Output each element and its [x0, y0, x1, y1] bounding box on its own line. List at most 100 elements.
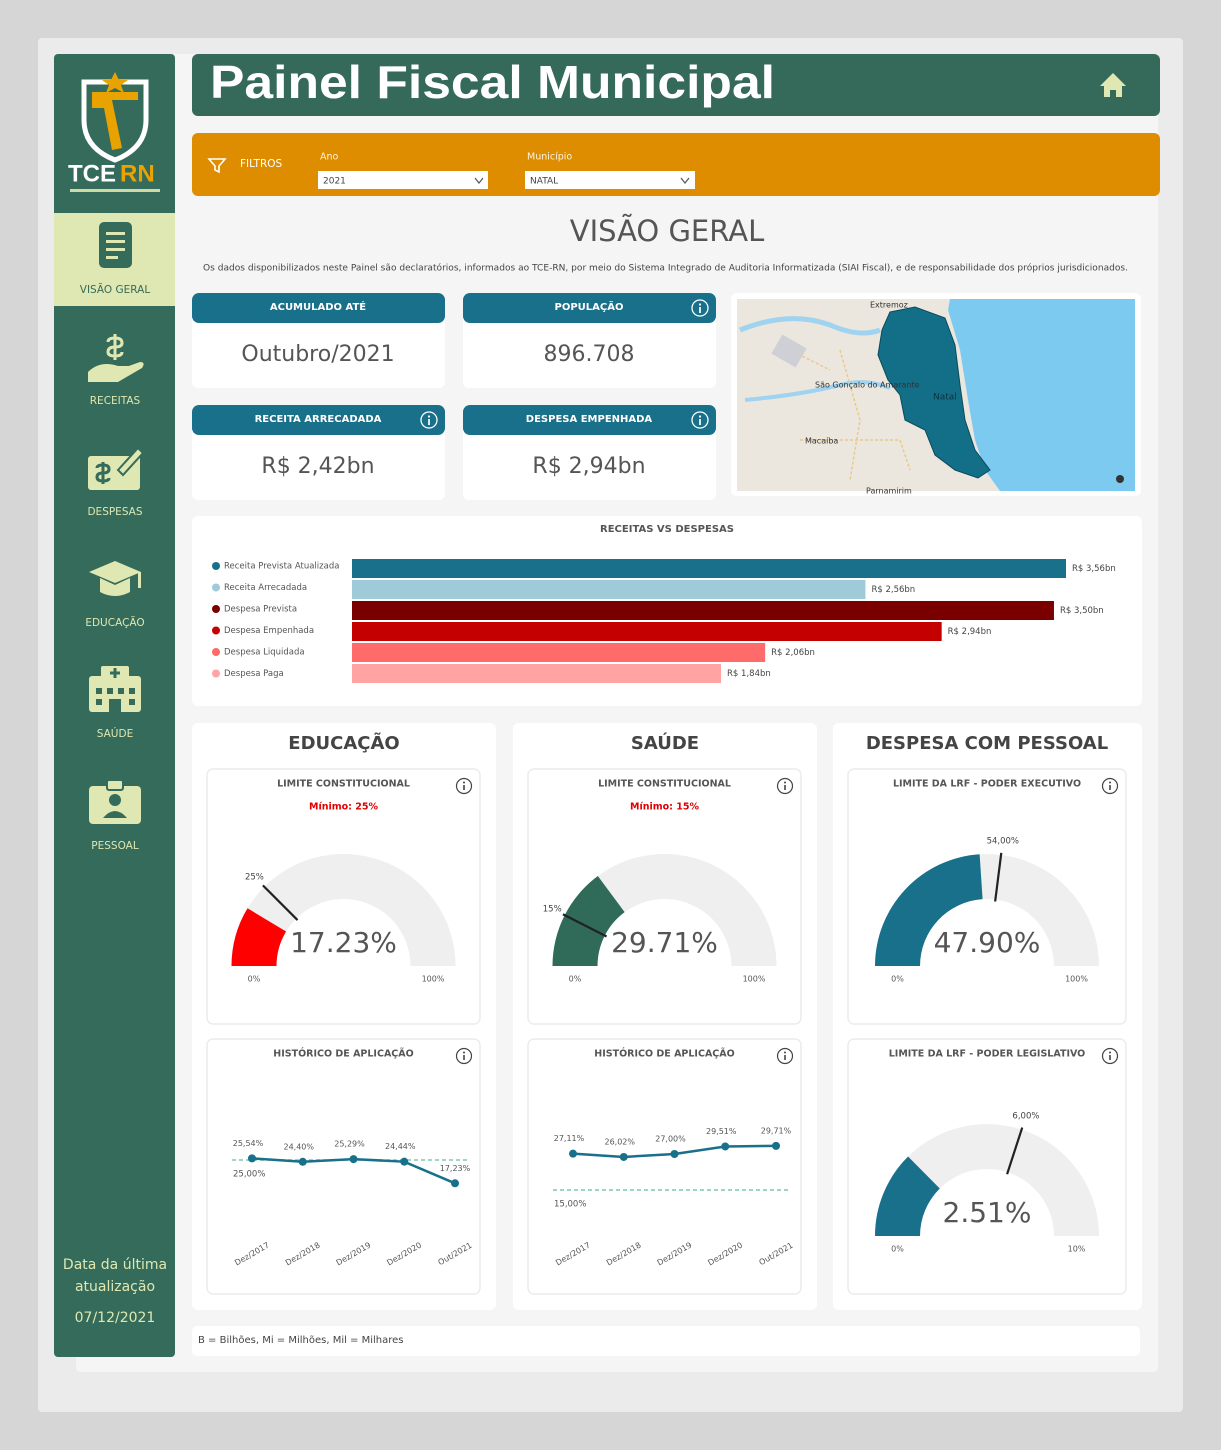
logo-underline [70, 189, 160, 192]
gauge-track [231, 853, 456, 966]
section-title: VISÃO GERAL [570, 214, 764, 248]
update-label: Data da última [63, 1257, 167, 1273]
kpi-label: RECEITA ARRECADADA [255, 414, 382, 425]
update-date: 07/12/2021 [75, 1310, 156, 1326]
section-title: DESPESA COM PESSOAL [866, 733, 1108, 754]
point [772, 1141, 780, 1150]
chart-card [206, 1038, 481, 1295]
dropdown[interactable] [318, 171, 488, 189]
point [721, 1142, 730, 1151]
info-ring [691, 411, 709, 429]
info-dot [784, 781, 786, 784]
gauge-target [1006, 1127, 1024, 1175]
dropdown-caret [680, 177, 690, 184]
bar [352, 664, 722, 683]
menu-icon [88, 334, 144, 382]
gauge-value [552, 875, 625, 966]
gauge-value-label: 29.71% [611, 926, 718, 959]
info-ring [776, 777, 794, 795]
gauge-value-label: 47.90% [934, 926, 1041, 959]
map[interactable] [737, 299, 1135, 491]
kpi-header [463, 405, 716, 435]
menu-label[interactable]: EDUCAÇÃO [85, 616, 144, 629]
chart-title: LIMITE DA LRF - PODER EXECUTIVO [893, 779, 1081, 790]
data-label: R$ 2,56bn [871, 585, 915, 595]
point [451, 1179, 459, 1188]
info-ring [776, 1047, 794, 1065]
legend-label: Despesa Liquidada [224, 648, 305, 658]
info-icon [691, 299, 709, 317]
data-label: 25,54% [233, 1139, 264, 1148]
menu-label[interactable]: RECEITAS [90, 395, 141, 407]
info-ring [1101, 777, 1119, 795]
legend-label: Despesa Paga [224, 669, 284, 679]
point [670, 1150, 679, 1158]
menu-icon [99, 222, 132, 268]
legend-label: Receita Prevista Atualizada [224, 562, 339, 572]
chart-title: LIMITE DA LRF - PODER LEGISLATIVO [889, 1049, 1086, 1060]
data-label: R$ 3,50bn [1060, 606, 1104, 616]
info-dot [427, 415, 431, 418]
kpi-header [192, 293, 445, 323]
info-ring [455, 777, 473, 795]
data-label: 27,00% [655, 1135, 686, 1144]
home-button[interactable] [1100, 73, 1126, 97]
filter-icon [207, 158, 227, 174]
data-label: 29,71% [761, 1126, 792, 1135]
dropdown[interactable] [525, 171, 695, 189]
info-icon [691, 411, 709, 429]
chart-title: HISTÓRICO DE APLICAÇÃO [273, 1048, 413, 1060]
menu-label[interactable]: PESSOAL [91, 840, 139, 852]
dropdown-value[interactable]: 2021 [323, 177, 346, 187]
kpi-value: Outubro/2021 [241, 342, 394, 367]
data-label: R$ 2,94bn [948, 627, 992, 637]
gauge-tick-label: 0% [569, 975, 582, 984]
kpi-value: 896.708 [544, 342, 635, 367]
info-dot [463, 1051, 465, 1054]
gauge-value-label: 2.51% [943, 1196, 1032, 1229]
legend-label: Despesa Prevista [224, 605, 297, 615]
target-label: 6,00% [1012, 1112, 1039, 1122]
menu-icon [89, 779, 141, 824]
page-title: Painel Fiscal Municipal [210, 56, 775, 108]
info-dot [698, 415, 702, 418]
kpi-label: ACUMULADO ATÉ [270, 300, 366, 313]
dropdown-value[interactable]: NATAL [530, 177, 558, 187]
legend-label: Despesa Empenhada [224, 626, 314, 636]
footnote: B = Bilhões, Mi = Milhões, Mil = Milhare… [198, 1335, 404, 1346]
kpi-header [463, 293, 716, 323]
gauge-tick-label: 0% [891, 1245, 904, 1254]
filter-label: FILTROS [240, 158, 283, 170]
bar [352, 580, 866, 599]
menu-icon [89, 666, 141, 712]
threshold-label: 15,00% [554, 1200, 586, 1210]
footnote-bar [192, 1326, 1140, 1356]
info-icon [1101, 777, 1119, 795]
info-dot [1109, 781, 1111, 784]
menu-label[interactable]: SAÚDE [97, 727, 133, 740]
menu-label[interactable]: DESPESAS [87, 506, 142, 518]
menu-icon [89, 561, 141, 596]
legend-label: Receita Arrecadada [224, 583, 307, 593]
chart-title: LIMITE CONSTITUCIONAL [598, 779, 731, 790]
menu-label[interactable]: VISÃO GERAL [80, 283, 151, 296]
info-dot [784, 1051, 786, 1054]
legend-swatch [212, 648, 220, 656]
bar [352, 601, 1054, 620]
bar [352, 643, 766, 662]
map-label: Natal [933, 393, 957, 403]
gauge-track [875, 1124, 1099, 1236]
gauge-tick-label: 100% [743, 975, 766, 984]
point [298, 1157, 307, 1166]
kpi-value: R$ 2,42bn [261, 454, 374, 479]
data-label: 29,51% [706, 1127, 737, 1136]
gauge-tick-label: 100% [1065, 975, 1088, 984]
threshold-label: 25,00% [233, 1170, 265, 1180]
target-label: 54,00% [987, 836, 1019, 846]
info-icon [776, 1047, 794, 1065]
kpi-label: POPULAÇÃO [555, 300, 624, 313]
data-label: 27,11% [554, 1134, 585, 1143]
gauge-target [562, 913, 608, 938]
logo-text: RN [120, 160, 155, 187]
